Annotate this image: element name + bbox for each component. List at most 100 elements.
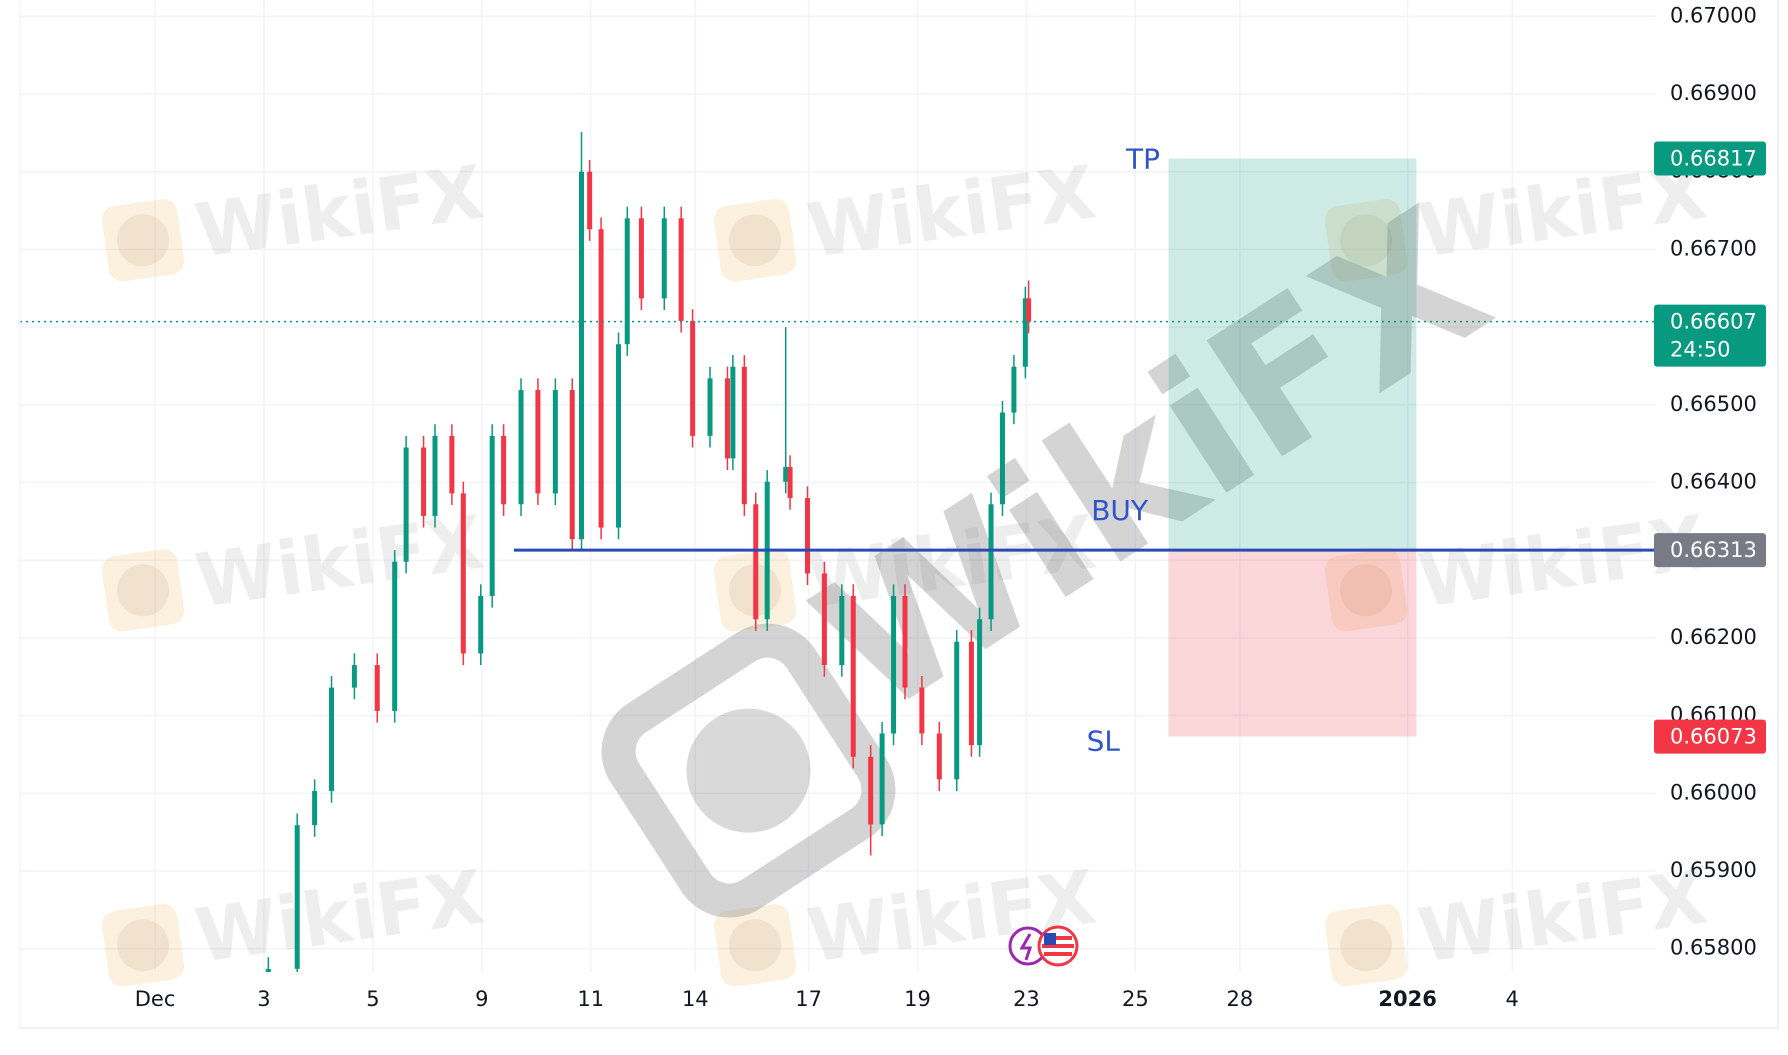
- candle-body: [638, 218, 644, 299]
- candle-body: [690, 320, 696, 436]
- candle-body: [724, 378, 730, 459]
- candle-body: [783, 466, 789, 482]
- last-price-badge-text: 0.66607: [1670, 310, 1757, 334]
- candle-body: [936, 733, 942, 780]
- candle-body: [977, 619, 983, 746]
- candle-body: [392, 561, 398, 711]
- entry-label: BUY: [1091, 494, 1149, 527]
- watermark-logo: [1324, 904, 1408, 987]
- candle-body: [535, 390, 541, 494]
- sl-badge-text: 0.66073: [1670, 725, 1757, 749]
- candle-body: [624, 218, 630, 345]
- y-tick-label: 0.66000: [1670, 780, 1757, 804]
- watermark-logo: [1324, 199, 1408, 282]
- y-tick-label: 0.65800: [1670, 936, 1757, 960]
- entry-badge-text: 0.66313: [1670, 538, 1757, 562]
- candle-body: [552, 390, 558, 494]
- watermark-logo: [1324, 549, 1408, 632]
- watermark-logo-mark: [117, 214, 170, 267]
- candle-body: [868, 756, 874, 825]
- candle-body: [569, 390, 575, 540]
- candle-body: [421, 447, 427, 516]
- candle-body: [999, 412, 1005, 505]
- candle-body: [578, 171, 584, 540]
- candle-body: [351, 665, 357, 688]
- watermark-logo: [713, 199, 797, 282]
- candle-body: [988, 504, 994, 620]
- watermark-large-logo-mark: [686, 708, 811, 833]
- y-tick-label: 0.67000: [1670, 3, 1757, 27]
- event-flag-stripe: [1044, 936, 1072, 940]
- candle-body: [1022, 298, 1028, 367]
- candle-body: [478, 595, 484, 654]
- watermark-logo-mark: [1340, 564, 1393, 617]
- candle-body: [891, 595, 897, 734]
- candle-body: [403, 447, 409, 562]
- x-tick-label: 25: [1122, 987, 1149, 1011]
- tp-badge-text: 0.66817: [1670, 147, 1757, 171]
- x-tick-label: 4: [1506, 987, 1519, 1011]
- watermark-logo: [101, 904, 185, 987]
- candle-body: [294, 825, 300, 969]
- watermark-logo-mark: [729, 919, 782, 972]
- x-tick-label: 2026: [1378, 987, 1436, 1011]
- y-tick-label: 0.66200: [1670, 625, 1757, 649]
- profit-zone: [1168, 158, 1417, 551]
- candle-body: [707, 378, 713, 436]
- last-price-countdown: 24:50: [1670, 338, 1731, 362]
- event-flag-canton: [1044, 933, 1056, 945]
- x-tick-label: 3: [257, 987, 270, 1011]
- candle-body: [902, 595, 908, 688]
- candle-body: [753, 504, 759, 620]
- candle-body: [432, 435, 438, 516]
- x-tick-label: 28: [1227, 987, 1254, 1011]
- last-price-badge: [1654, 304, 1766, 367]
- x-tick-label: 11: [577, 987, 604, 1011]
- y-tick-label: 0.66400: [1670, 470, 1757, 494]
- candle-body: [374, 665, 380, 711]
- watermark-logo-mark: [117, 919, 170, 972]
- event-flag-stripe: [1044, 952, 1072, 956]
- sl-label: SL: [1087, 725, 1121, 758]
- x-tick-label: 9: [475, 987, 488, 1011]
- candle-body: [805, 498, 811, 574]
- candle-body: [661, 218, 667, 299]
- candle-body: [821, 573, 827, 666]
- x-tick-label: 23: [1013, 987, 1040, 1011]
- candle-body: [919, 687, 925, 734]
- x-tick-label: Dec: [135, 987, 176, 1011]
- position-zones: [1168, 158, 1417, 737]
- watermark-logo: [101, 549, 185, 632]
- candle-body: [449, 435, 455, 494]
- watermark-logo: [713, 904, 797, 987]
- watermark: WikiFX: [713, 149, 1101, 282]
- candle-body: [850, 595, 856, 757]
- candle-body: [329, 687, 335, 791]
- watermark-logo-mark: [729, 214, 782, 267]
- candle-body: [730, 366, 736, 459]
- candle-body: [518, 390, 524, 505]
- candle-body: [501, 435, 507, 505]
- candle-body: [616, 344, 622, 528]
- loss-zone: [1168, 550, 1417, 737]
- watermark: WikiFX: [101, 149, 489, 282]
- candle-body: [1026, 298, 1032, 322]
- candle-body: [265, 968, 271, 972]
- watermark-logo-mark: [1340, 214, 1393, 267]
- watermark-large-logo: [601, 623, 896, 918]
- x-tick-label: 5: [366, 987, 379, 1011]
- event-icon-bolt: [1019, 933, 1033, 961]
- candle-body: [587, 171, 593, 230]
- candles: [265, 132, 1032, 972]
- tp-label: TP: [1125, 143, 1160, 176]
- entry-badge: [1654, 533, 1766, 568]
- watermark-logo-mark: [1340, 919, 1393, 972]
- x-tick-label: 14: [682, 987, 709, 1011]
- candle-body: [312, 790, 318, 826]
- candle-body: [678, 218, 684, 321]
- overlay: TP BUY SL 0.66817 0.66607 24:50 0.66313 0.66073: [20, 141, 1766, 758]
- event-icons: [1008, 925, 1079, 967]
- candle-body: [489, 435, 495, 596]
